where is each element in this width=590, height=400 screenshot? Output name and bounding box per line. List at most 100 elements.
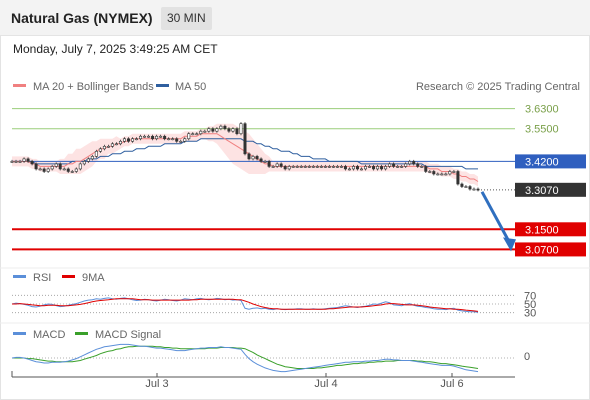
rsi-ma-legend-label: 9MA — [82, 272, 105, 284]
rsi-legend-label: RSI — [33, 272, 51, 284]
candle-body — [243, 123, 247, 155]
candle-body — [384, 166, 388, 170]
time-axis: Jul 3 Jul 4 Jul 6 — [11, 371, 515, 390]
macd-panel: 0 — [11, 343, 530, 373]
macd-legend-swatch — [13, 332, 26, 335]
candle-body — [323, 166, 327, 168]
candle-body — [30, 161, 34, 165]
candle-body — [287, 166, 291, 170]
candle-body — [335, 166, 339, 168]
ma50-legend-swatch — [156, 84, 169, 87]
x-tick-label-Jul-4: Jul 4 — [314, 378, 337, 390]
level-box-3.4200 — [515, 154, 586, 169]
candle-body — [307, 166, 311, 168]
candle-body — [54, 163, 58, 167]
candle-body — [472, 188, 476, 191]
candle-body — [359, 168, 363, 171]
candle-body — [392, 163, 396, 167]
rsi-legend-swatch — [13, 275, 26, 278]
candle-body — [339, 166, 343, 168]
timeframe-button[interactable]: 30 MIN — [161, 7, 212, 30]
candle-body — [380, 166, 384, 170]
macd-legend-label: MACD — [33, 329, 65, 341]
candle-body — [452, 171, 456, 173]
report-datetime: Monday, July 7, 2025 3:49:25 AM CET — [13, 42, 218, 56]
candle-body — [10, 161, 14, 163]
candle-body — [299, 166, 303, 168]
candle-body — [412, 161, 416, 165]
candle-body — [351, 166, 355, 170]
candle-body — [171, 138, 175, 141]
rsi-ma-line — [12, 298, 479, 312]
candle-body — [456, 171, 460, 185]
rsi-ma-legend-swatch — [62, 275, 75, 278]
candle-body — [460, 183, 464, 187]
candle-body — [355, 166, 359, 170]
ma20-legend-swatch — [13, 84, 26, 87]
candle-body — [187, 133, 191, 140]
candle-body — [215, 128, 219, 132]
candle-body — [191, 133, 195, 136]
candle-body — [70, 171, 74, 173]
candle-body — [440, 173, 444, 176]
candle-body — [18, 161, 22, 163]
candle-body — [66, 168, 70, 172]
candle-body — [231, 128, 235, 132]
candle-body — [114, 143, 118, 146]
candle-body — [26, 158, 30, 162]
candle-body — [311, 166, 315, 168]
candle-body — [179, 140, 183, 143]
candle-body — [267, 161, 271, 167]
candle-body — [90, 156, 94, 160]
candle-body — [167, 138, 171, 141]
level-box-3.0700 — [515, 242, 586, 257]
candle-body — [183, 138, 187, 142]
ma20-legend-label: MA 20 + Bollinger Bands — [33, 81, 154, 93]
candle-body — [235, 128, 239, 135]
candle-body — [331, 166, 335, 168]
candle-body — [408, 161, 412, 165]
candle-body — [279, 163, 283, 167]
candle-body — [127, 138, 131, 142]
macd-line — [11, 343, 479, 373]
candle-body — [319, 166, 323, 168]
candle-body — [106, 146, 110, 148]
candle-body — [283, 166, 287, 170]
candle-body — [227, 128, 231, 132]
level-label-3.6300: 3.6300 — [525, 104, 559, 116]
candle-body — [122, 138, 126, 142]
x-tick-label-Jul-6: Jul 6 — [440, 378, 463, 390]
x-tick-label-Jul-3: Jul 3 — [145, 378, 168, 390]
chart-header: Natural Gas (NYMEX) 30 MIN — [0, 0, 590, 36]
research-credit: Research © 2025 Trading Central — [416, 81, 580, 93]
level-label-3.5500: 3.5500 — [525, 124, 559, 136]
candle-body — [428, 171, 432, 173]
candle-body — [424, 166, 428, 172]
rsi-level-label-30: 30 — [524, 308, 536, 320]
candle-body — [259, 158, 263, 162]
level-label-3.4200: 3.4200 — [525, 156, 559, 168]
candle-body — [388, 163, 392, 167]
candle-body — [34, 163, 38, 170]
candle-body — [432, 171, 436, 175]
candle-body — [131, 138, 135, 142]
rsi-level-label-70: 70 — [524, 290, 536, 302]
macd-signal-legend-swatch — [75, 332, 88, 335]
candle-body — [86, 158, 90, 162]
candle-body — [327, 166, 331, 168]
candle-body — [444, 173, 448, 176]
candle-body — [364, 166, 368, 170]
candle-body — [151, 135, 155, 140]
candle-body — [139, 135, 143, 140]
candle-body — [303, 166, 307, 168]
candle-body — [255, 156, 259, 160]
candle-body — [203, 130, 207, 133]
candle-body — [143, 135, 147, 138]
candle-body — [219, 125, 223, 129]
candle-body — [163, 135, 167, 140]
candle-body — [82, 161, 86, 165]
candle-body — [376, 166, 380, 170]
level-label-3.1500: 3.1500 — [525, 224, 559, 236]
candle-body — [400, 166, 404, 168]
